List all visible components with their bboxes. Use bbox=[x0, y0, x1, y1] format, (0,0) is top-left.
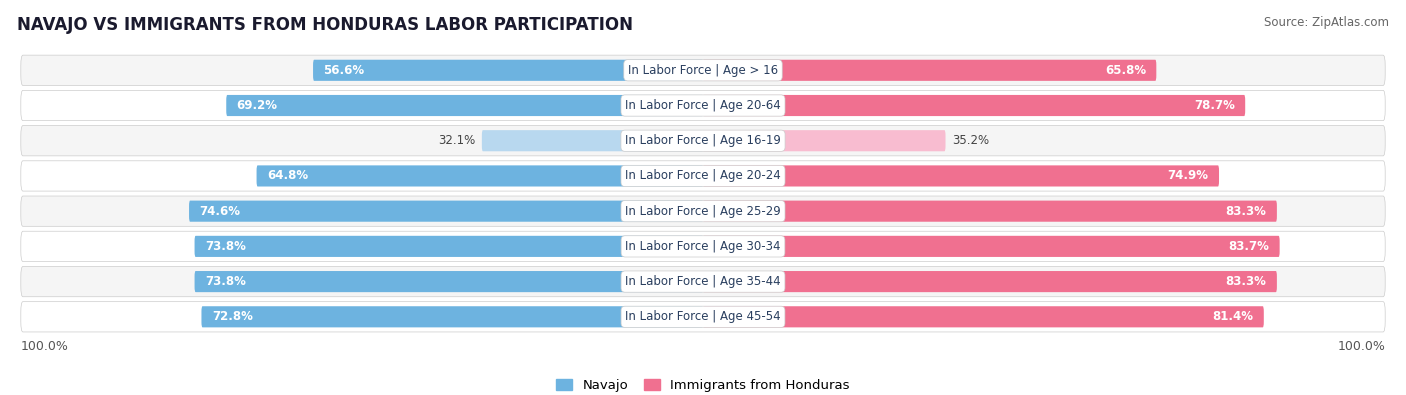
Legend: Navajo, Immigrants from Honduras: Navajo, Immigrants from Honduras bbox=[551, 374, 855, 395]
FancyBboxPatch shape bbox=[314, 60, 703, 81]
Text: 64.8%: 64.8% bbox=[267, 169, 308, 182]
FancyBboxPatch shape bbox=[703, 166, 1219, 186]
Text: 73.8%: 73.8% bbox=[205, 275, 246, 288]
FancyBboxPatch shape bbox=[21, 196, 1385, 226]
Text: 32.1%: 32.1% bbox=[437, 134, 475, 147]
Text: In Labor Force | Age 25-29: In Labor Force | Age 25-29 bbox=[626, 205, 780, 218]
FancyBboxPatch shape bbox=[188, 201, 703, 222]
Text: In Labor Force | Age 30-34: In Labor Force | Age 30-34 bbox=[626, 240, 780, 253]
Text: 83.3%: 83.3% bbox=[1226, 205, 1267, 218]
FancyBboxPatch shape bbox=[703, 271, 1277, 292]
Text: 72.8%: 72.8% bbox=[212, 310, 253, 324]
Text: 74.6%: 74.6% bbox=[200, 205, 240, 218]
Text: 65.8%: 65.8% bbox=[1105, 64, 1146, 77]
Text: 35.2%: 35.2% bbox=[952, 134, 990, 147]
FancyBboxPatch shape bbox=[21, 55, 1385, 85]
FancyBboxPatch shape bbox=[21, 267, 1385, 297]
FancyBboxPatch shape bbox=[194, 236, 703, 257]
Text: In Labor Force | Age 16-19: In Labor Force | Age 16-19 bbox=[626, 134, 780, 147]
Text: 74.9%: 74.9% bbox=[1167, 169, 1209, 182]
FancyBboxPatch shape bbox=[703, 306, 1264, 327]
FancyBboxPatch shape bbox=[21, 126, 1385, 156]
Text: 73.8%: 73.8% bbox=[205, 240, 246, 253]
Text: 81.4%: 81.4% bbox=[1212, 310, 1254, 324]
Text: In Labor Force | Age 35-44: In Labor Force | Age 35-44 bbox=[626, 275, 780, 288]
FancyBboxPatch shape bbox=[703, 95, 1246, 116]
Text: 83.3%: 83.3% bbox=[1226, 275, 1267, 288]
FancyBboxPatch shape bbox=[226, 95, 703, 116]
FancyBboxPatch shape bbox=[21, 161, 1385, 191]
Text: In Labor Force | Age 45-54: In Labor Force | Age 45-54 bbox=[626, 310, 780, 324]
FancyBboxPatch shape bbox=[21, 231, 1385, 261]
FancyBboxPatch shape bbox=[703, 130, 945, 151]
FancyBboxPatch shape bbox=[21, 302, 1385, 332]
Text: 69.2%: 69.2% bbox=[236, 99, 277, 112]
FancyBboxPatch shape bbox=[482, 130, 703, 151]
Text: NAVAJO VS IMMIGRANTS FROM HONDURAS LABOR PARTICIPATION: NAVAJO VS IMMIGRANTS FROM HONDURAS LABOR… bbox=[17, 16, 633, 34]
Text: In Labor Force | Age > 16: In Labor Force | Age > 16 bbox=[628, 64, 778, 77]
Text: 83.7%: 83.7% bbox=[1229, 240, 1270, 253]
Text: 100.0%: 100.0% bbox=[21, 340, 69, 353]
FancyBboxPatch shape bbox=[21, 90, 1385, 120]
Text: 78.7%: 78.7% bbox=[1194, 99, 1234, 112]
Text: In Labor Force | Age 20-24: In Labor Force | Age 20-24 bbox=[626, 169, 780, 182]
FancyBboxPatch shape bbox=[194, 271, 703, 292]
FancyBboxPatch shape bbox=[201, 306, 703, 327]
FancyBboxPatch shape bbox=[703, 201, 1277, 222]
FancyBboxPatch shape bbox=[256, 166, 703, 186]
Text: 100.0%: 100.0% bbox=[1337, 340, 1385, 353]
Text: Source: ZipAtlas.com: Source: ZipAtlas.com bbox=[1264, 16, 1389, 29]
FancyBboxPatch shape bbox=[703, 60, 1156, 81]
Text: In Labor Force | Age 20-64: In Labor Force | Age 20-64 bbox=[626, 99, 780, 112]
FancyBboxPatch shape bbox=[703, 236, 1279, 257]
Text: 56.6%: 56.6% bbox=[323, 64, 364, 77]
